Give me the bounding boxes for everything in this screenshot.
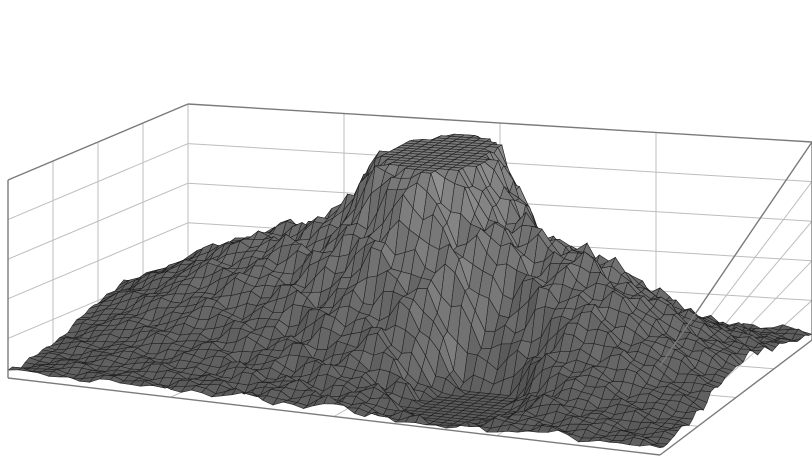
axes-box-edge [7,103,189,181]
surface-mesh [7,133,812,449]
axes-box-edge [187,103,812,143]
axes-box-edge [659,339,812,456]
left-wall-horizontal-gridline [7,222,189,300]
left-wall-horizontal-gridline [7,143,189,221]
surface-cell [649,444,664,449]
axes-box-edge [7,377,661,456]
axes-frame [7,103,812,456]
left-wall-horizontal-gridline [7,182,189,260]
axes-box-edge [659,141,812,367]
